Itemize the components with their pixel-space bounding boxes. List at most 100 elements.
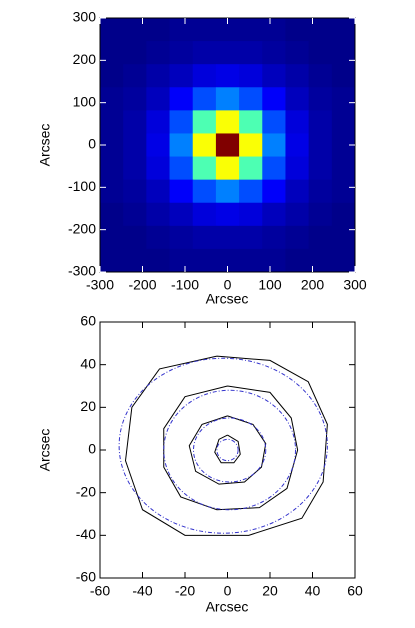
x-tick-label: 200 [301, 277, 325, 293]
heatmap-cell [146, 179, 171, 204]
y-tick-label: 0 [88, 441, 96, 457]
heatmap-cell [239, 248, 263, 273]
heatmap-cell [215, 110, 240, 134]
y-tick-label: -60 [76, 569, 96, 585]
heatmap-cell [262, 156, 286, 181]
contour-line [163, 385, 299, 511]
heatmap-cell [262, 202, 286, 227]
heatmap-cell [146, 87, 171, 111]
heatmap-cell [215, 133, 240, 158]
heatmap-cell [285, 41, 310, 65]
x-tick-label: 0 [224, 277, 232, 293]
y-tick-label: 40 [80, 355, 96, 371]
heatmap-cell [169, 179, 194, 204]
heatmap-cell [285, 225, 310, 250]
heatmap-cell [262, 18, 286, 42]
x-tick-label: 40 [305, 583, 321, 599]
heatmap-cell [308, 225, 333, 250]
heatmap-cell [215, 18, 240, 42]
heatmap-cell [192, 156, 217, 181]
heatmap-cell [262, 179, 286, 204]
x-tick-label: 20 [262, 583, 278, 599]
heatmap-cell [215, 64, 240, 88]
heatmap-cell [239, 41, 263, 65]
y-tick-label: -100 [68, 178, 96, 194]
heatmap-cell [262, 64, 286, 88]
heatmap-cell [331, 202, 356, 227]
heatmap-cell [123, 202, 147, 227]
heatmap-cell [331, 248, 356, 273]
heatmap-cell [100, 41, 124, 65]
heatmap-cell [192, 64, 217, 88]
heatmap-cell [100, 248, 124, 273]
heatmap-cell [169, 202, 194, 227]
heatmap-cell [308, 41, 333, 65]
heatmap-cell [308, 110, 333, 134]
x-tick-label: 0 [224, 583, 232, 599]
model-ellipse [163, 389, 296, 511]
heatmap-cell [285, 87, 310, 111]
x-tick-label: -40 [132, 583, 152, 599]
x-tick-label: -300 [86, 277, 114, 293]
heatmap-cell [100, 64, 124, 88]
heatmap-cell [285, 110, 310, 134]
y-axis-label: Arcsec [37, 124, 53, 167]
x-tick-label: -20 [175, 583, 195, 599]
heatmap-cell [215, 202, 240, 227]
heatmap-cell [192, 225, 217, 250]
contour-line [214, 434, 241, 464]
heatmap-cell [123, 225, 147, 250]
heatmap-cell [215, 225, 240, 250]
heatmap-cell [169, 156, 194, 181]
heatmap-cell [215, 41, 240, 65]
heatmap-cell [285, 156, 310, 181]
contour-line [188, 415, 267, 485]
heatmap-cell [215, 179, 240, 204]
heatmap-cell [100, 225, 124, 250]
heatmap-cell [262, 225, 286, 250]
heatmap-cell [146, 41, 171, 65]
heatmap-cell [331, 18, 356, 42]
heatmap-cell [123, 110, 147, 134]
heatmap-cell [239, 64, 263, 88]
heatmap-cell [262, 110, 286, 134]
heatmap-cell [100, 110, 124, 134]
heatmap-cell [100, 87, 124, 111]
heatmap-cell [239, 87, 263, 111]
y-tick-label: 200 [73, 51, 97, 67]
heatmap-cell [146, 156, 171, 181]
heatmap-cell [192, 248, 217, 273]
heatmap-cell [215, 156, 240, 181]
heatmap-cell [123, 64, 147, 88]
heatmap-cell [169, 64, 194, 88]
heatmap-cell [123, 156, 147, 181]
heatmap-cell [308, 133, 333, 158]
heatmap-cell [331, 156, 356, 181]
y-tick-label: -40 [76, 526, 96, 542]
y-tick-label: -20 [76, 483, 96, 499]
heatmap-cell [169, 87, 194, 111]
y-tick-label: -300 [68, 263, 96, 279]
heatmap-cell [239, 179, 263, 204]
y-tick-label: 0 [88, 136, 96, 152]
heatmap-cell [123, 248, 147, 273]
heatmap-cell [285, 133, 310, 158]
heatmap-cell [262, 248, 286, 273]
heatmap-cell [331, 87, 356, 111]
heatmap-cell [146, 133, 171, 158]
heatmap-cell [192, 110, 217, 134]
x-tick-label: 60 [347, 583, 363, 599]
y-axis-label: Arcsec [37, 429, 53, 472]
heatmap-cell [192, 41, 217, 65]
heatmap-cell [146, 248, 171, 273]
plot-frame [99, 321, 356, 579]
y-tick-label: -200 [68, 220, 96, 236]
heatmap-cell [169, 41, 194, 65]
heatmap-cell [100, 18, 124, 42]
model-ellipse [216, 438, 239, 462]
x-tick-label: 300 [343, 277, 367, 293]
heatmap-cell [308, 179, 333, 204]
heatmap-cell [123, 87, 147, 111]
y-tick-label: 60 [80, 313, 96, 329]
model-ellipse [193, 417, 267, 483]
